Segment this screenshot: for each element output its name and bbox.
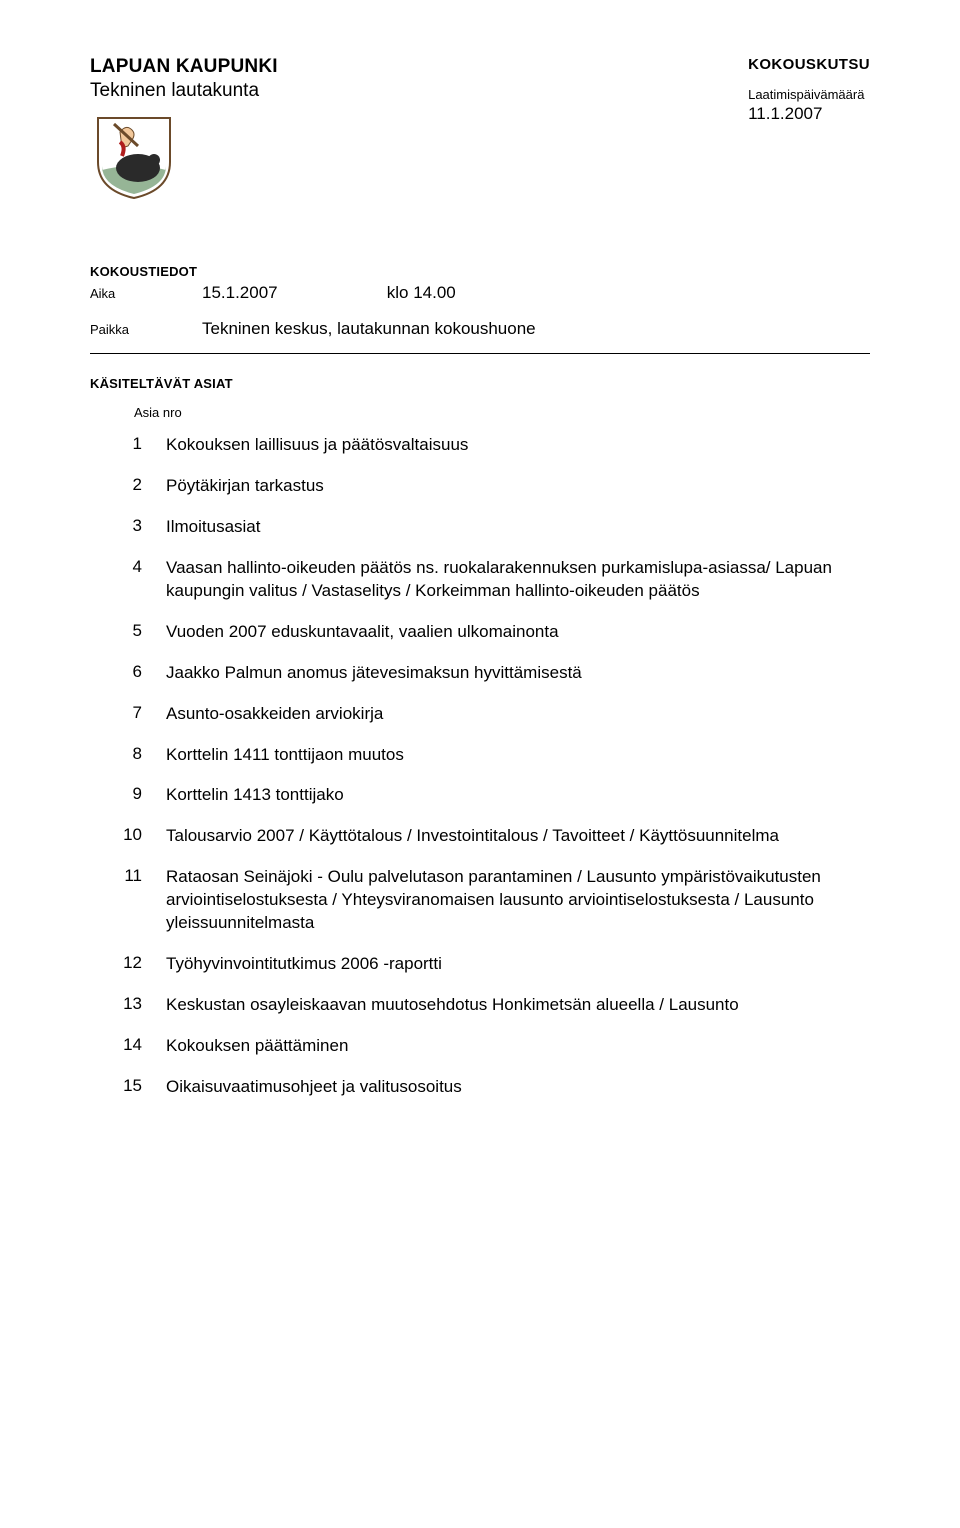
document-type: KOKOUSKUTSU <box>748 56 870 73</box>
divider <box>90 353 870 354</box>
items-heading: KÄSITELTÄVÄT ASIAT <box>90 376 870 391</box>
agenda-item-number: 3 <box>90 516 166 539</box>
meeting-place-row: Paikka Tekninen keskus, lautakunnan koko… <box>90 319 870 339</box>
meeting-time-value: 15.1.2007 klo 14.00 <box>202 283 456 303</box>
board-name: Tekninen lautakunta <box>90 80 278 102</box>
agenda-item-text: Kokouksen laillisuus ja päätösvaltaisuus <box>166 434 870 457</box>
agenda-item-text: Vuoden 2007 eduskuntavaalit, vaalien ulk… <box>166 621 870 644</box>
agenda-item-text: Korttelin 1411 tonttijaon muutos <box>166 744 870 767</box>
agenda-item-number: 12 <box>90 953 166 976</box>
agenda-item-number: 15 <box>90 1076 166 1099</box>
meeting-time-label: Aika <box>90 286 202 301</box>
header-right: KOKOUSKUTSU Laatimispäivämäärä 11.1.2007 <box>748 56 870 124</box>
organization-name: LAPUAN KAUPUNKI <box>90 56 278 78</box>
agenda-item-text: Keskustan osayleiskaavan muutosehdotus H… <box>166 994 870 1017</box>
agenda-items-list: 1Kokouksen laillisuus ja päätösvaltaisuu… <box>90 434 870 1099</box>
agenda-item-text: Kokouksen päättäminen <box>166 1035 870 1058</box>
agenda-item-number: 2 <box>90 475 166 498</box>
meeting-clock: klo 14.00 <box>387 283 456 302</box>
meeting-date: 15.1.2007 <box>202 283 382 303</box>
agenda-item-number: 1 <box>90 434 166 457</box>
meeting-info-section: KOKOUSTIEDOT Aika 15.1.2007 klo 14.00 Pa… <box>90 264 870 339</box>
header-left: LAPUAN KAUPUNKI Tekninen lautakunta <box>90 56 278 200</box>
agenda-item-text: Oikaisuvaatimusohjeet ja valitusosoitus <box>166 1076 870 1099</box>
meeting-time-row: Aika 15.1.2007 klo 14.00 <box>90 283 870 303</box>
agenda-item-text: Talousarvio 2007 / Käyttötalous / Invest… <box>166 825 870 848</box>
preparation-date-label: Laatimispäivämäärä <box>748 87 870 102</box>
agenda-item-number: 7 <box>90 703 166 726</box>
item-number-column-label: Asia nro <box>134 405 870 420</box>
agenda-item-number: 10 <box>90 825 166 848</box>
agenda-item-text: Korttelin 1413 tonttijako <box>166 784 870 807</box>
agenda-item-number: 6 <box>90 662 166 685</box>
agenda-item-number: 11 <box>90 866 166 935</box>
coat-of-arms-icon <box>90 112 178 200</box>
agenda-item-number: 5 <box>90 621 166 644</box>
agenda-item-text: Työhyvinvointitutkimus 2006 -raportti <box>166 953 870 976</box>
agenda-item-number: 4 <box>90 557 166 603</box>
page: LAPUAN KAUPUNKI Tekninen lautakunta <box>0 0 960 1528</box>
agenda-item-number: 13 <box>90 994 166 1017</box>
agenda-items-section: Asia nro 1Kokouksen laillisuus ja päätös… <box>90 405 870 1099</box>
header: LAPUAN KAUPUNKI Tekninen lautakunta <box>90 56 870 200</box>
agenda-item-text: Pöytäkirjan tarkastus <box>166 475 870 498</box>
preparation-date: 11.1.2007 <box>748 104 870 124</box>
meeting-place-label: Paikka <box>90 322 202 337</box>
agenda-item-text: Ilmoitusasiat <box>166 516 870 539</box>
agenda-item-text: Vaasan hallinto-oikeuden päätös ns. ruok… <box>166 557 870 603</box>
meeting-info-heading: KOKOUSTIEDOT <box>90 264 870 279</box>
agenda-item-text: Asunto-osakkeiden arviokirja <box>166 703 870 726</box>
agenda-item-number: 14 <box>90 1035 166 1058</box>
agenda-item-number: 8 <box>90 744 166 767</box>
agenda-item-text: Jaakko Palmun anomus jätevesimaksun hyvi… <box>166 662 870 685</box>
agenda-item-text: Rataosan Seinäjoki - Oulu palvelutason p… <box>166 866 870 935</box>
meeting-place-value: Tekninen keskus, lautakunnan kokoushuone <box>202 319 536 339</box>
agenda-item-number: 9 <box>90 784 166 807</box>
